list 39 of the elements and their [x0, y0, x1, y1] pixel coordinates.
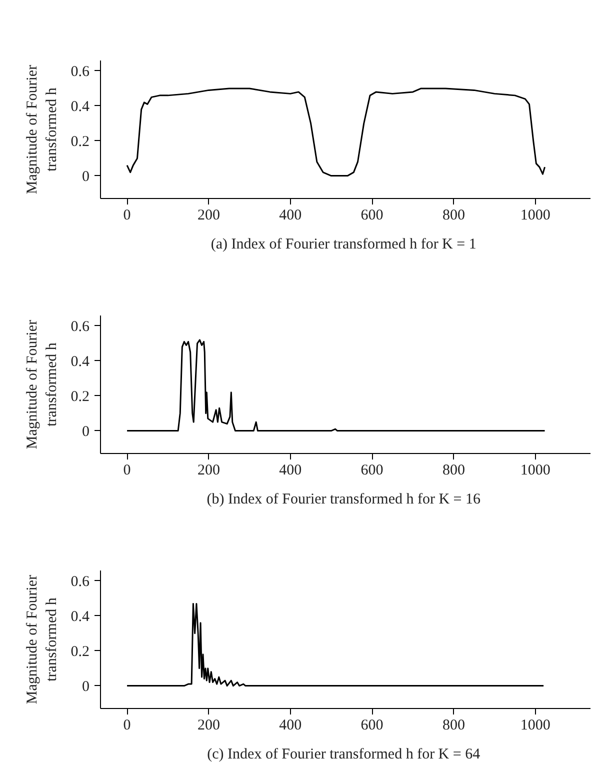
x-tick-label: 400	[279, 208, 302, 224]
x-tick-label: 1000	[520, 462, 550, 478]
y-tick-label: 0.6	[70, 318, 90, 335]
x-tick-label: 800	[442, 718, 465, 734]
x-tick-label: 1000	[520, 208, 550, 224]
line-series	[126, 602, 544, 687]
y-tick-label: 0.4	[70, 98, 90, 115]
x-tick-label: 400	[279, 718, 302, 734]
line-series	[126, 339, 546, 432]
y-axis-title: Magnitude of Fourier transformed h	[24, 574, 60, 704]
y-axis-title: Magnitude of Fourier transformed h	[24, 320, 60, 450]
x-tick-label: 200	[197, 462, 220, 478]
y-tick-label: 0.6	[70, 64, 90, 80]
x-tick-label: 1000	[520, 718, 550, 734]
x-tick-label: 800	[442, 208, 465, 224]
y-tick-label: 0	[82, 168, 90, 185]
y-tick-label: 0.4	[70, 608, 90, 625]
x-tick-label: 600	[360, 718, 384, 734]
x-tick-label: 200	[197, 208, 220, 224]
y-tick-label: 0.6	[70, 574, 90, 590]
x-tick-label: 200	[197, 718, 220, 734]
x-tick-label: 0	[123, 462, 131, 478]
x-axis-title: (c) Index of Fourier transformed h for K = 64	[207, 746, 481, 762]
y-tick-label: 0.2	[70, 644, 90, 660]
x-tick-label: 400	[279, 462, 302, 478]
line-series	[126, 88, 546, 177]
x-tick-label: 800	[442, 462, 465, 478]
y-tick-label: 0.2	[70, 134, 90, 150]
x-tick-label: 0	[123, 718, 131, 734]
y-tick-label: 0.2	[70, 388, 90, 405]
x-tick-label: 0	[123, 208, 131, 224]
x-axis-title: (a) Index of Fourier transformed h for K = 1	[210, 236, 476, 252]
y-tick-label: 0	[82, 678, 90, 695]
x-tick-label: 600	[360, 462, 384, 478]
y-tick-label: 0	[82, 424, 90, 440]
x-tick-label: 600	[360, 208, 384, 224]
x-axis-title: (b) Index of Fourier transformed h for K = 16	[206, 492, 482, 508]
y-tick-label: 0.4	[70, 354, 90, 370]
y-axis-title: Magnitude of Fourier transformed h	[24, 64, 60, 194]
